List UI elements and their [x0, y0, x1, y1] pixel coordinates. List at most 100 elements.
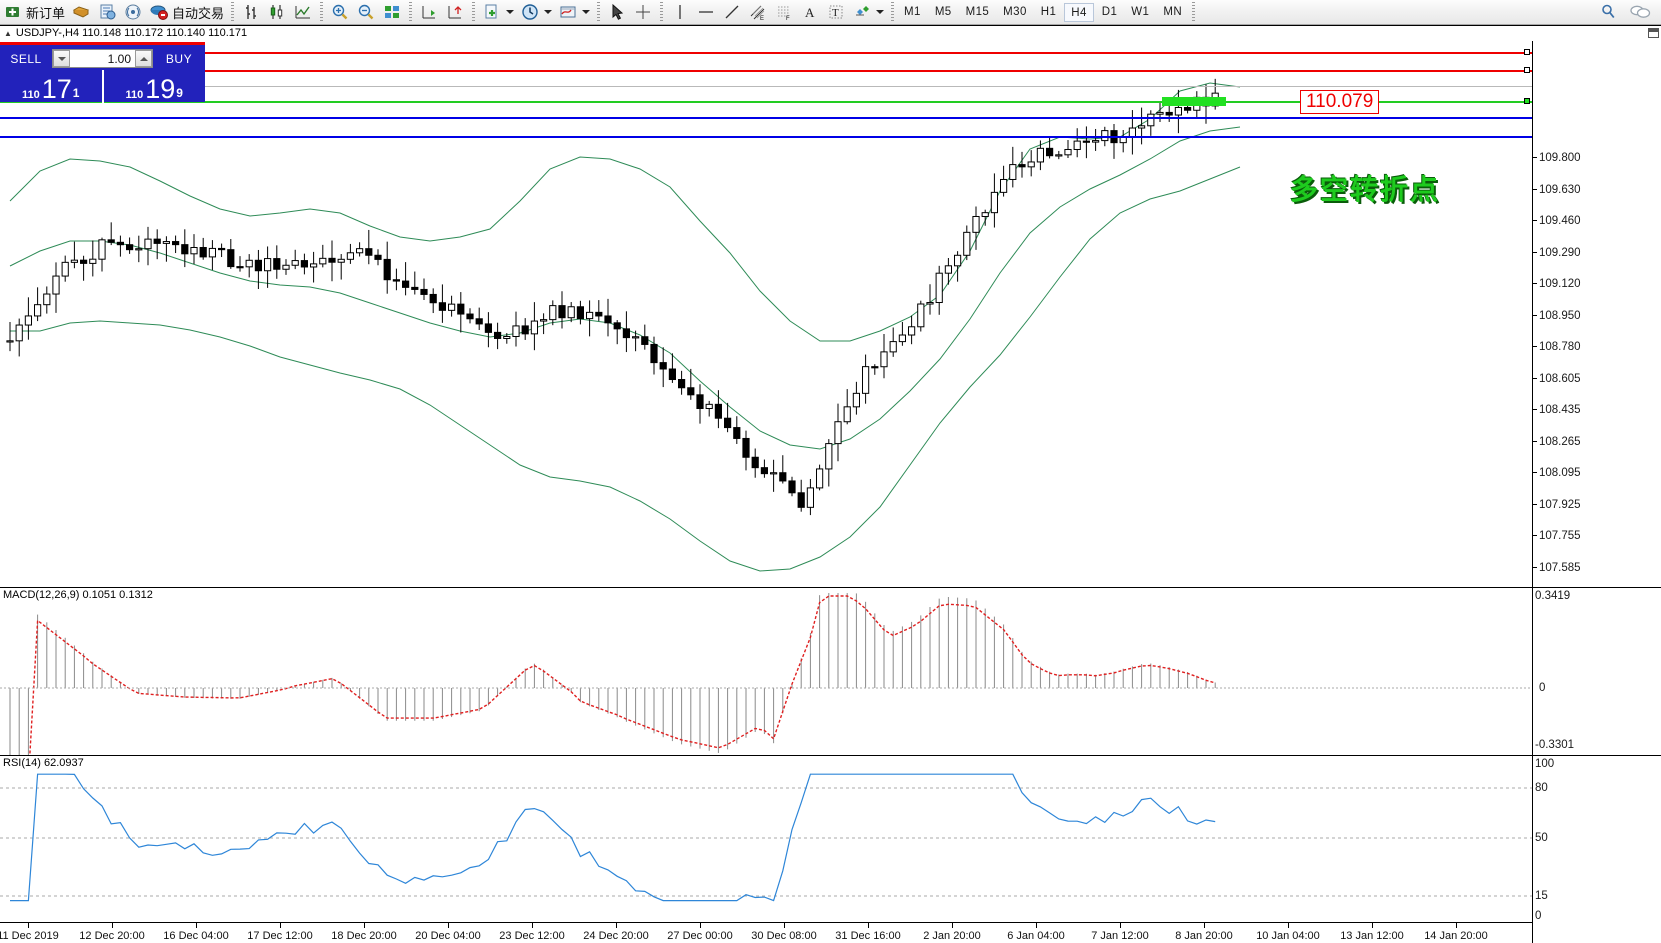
- chevron-down-icon[interactable]: [876, 10, 885, 14]
- svg-text:F: F: [786, 16, 790, 22]
- chart-shift-button[interactable]: [416, 1, 442, 24]
- price-tick: 107.585: [1533, 562, 1581, 574]
- cursor-button[interactable]: [604, 1, 630, 24]
- volume-stepper[interactable]: 1.00: [52, 49, 153, 68]
- macd-signal-line: [29, 595, 1216, 755]
- bar-chart-button[interactable]: [238, 1, 264, 24]
- timeframe-h4[interactable]: H4: [1064, 2, 1094, 22]
- text-button[interactable]: A: [797, 1, 823, 24]
- chart-window: ▲ USDJPY-,H4 110.148 110.172 110.140 110…: [0, 25, 1661, 943]
- price-tick: 107.755: [1533, 530, 1581, 542]
- time-tick-label: 2 Jan 20:00: [923, 930, 981, 942]
- line-handle[interactable]: [1524, 49, 1530, 55]
- new-order-button[interactable]: 新订单: [0, 1, 68, 24]
- timeframe-h1[interactable]: H1: [1040, 5, 1057, 18]
- time-tick-mark: [868, 923, 869, 928]
- rsi-scale: 100 80 50 15 0: [1533, 756, 1661, 943]
- time-tick-label: 7 Jan 12:00: [1091, 930, 1149, 942]
- objects-button[interactable]: [849, 1, 887, 24]
- timeframe-d1[interactable]: D1: [1101, 5, 1118, 18]
- sell-price-prefix: 110: [22, 89, 40, 101]
- zoom-out-button[interactable]: [353, 1, 379, 24]
- vertical-line-button[interactable]: [667, 1, 693, 24]
- equidistant-channel-button[interactable]: E: [745, 1, 771, 24]
- indicators-button[interactable]: [479, 1, 517, 24]
- price-plot-area[interactable]: 110.079 多空转折点: [0, 41, 1532, 587]
- signals-button[interactable]: [120, 1, 146, 24]
- timeframe-m1[interactable]: M1: [904, 5, 921, 18]
- sell-quote[interactable]: 110 17 1: [0, 70, 102, 103]
- search-icon[interactable]: [1599, 2, 1619, 22]
- pivot-price-label[interactable]: 110.079: [1300, 90, 1380, 114]
- toolbar-separator: [231, 2, 235, 22]
- resistance-line-110244[interactable]: [0, 70, 1532, 72]
- profiles-button[interactable]: [68, 1, 94, 24]
- time-tick-mark: [1456, 923, 1457, 928]
- timeframe-m30[interactable]: M30: [1003, 5, 1027, 18]
- line-chart-icon: [293, 2, 313, 22]
- periods-button[interactable]: [517, 1, 555, 24]
- tile-windows-button[interactable]: [379, 1, 405, 24]
- profiles-icon: [71, 2, 91, 22]
- auto-scroll-button[interactable]: [442, 1, 468, 24]
- horizontal-line-button[interactable]: [693, 1, 719, 24]
- time-tick-label: 27 Dec 00:00: [667, 930, 733, 942]
- time-axis[interactable]: 11 Dec 2019 12 Dec 20:00 16 Dec 04:00 17 De…: [0, 922, 1532, 943]
- rsi-pane[interactable]: RSI(14) 62.0937 100 80 50 15 0 11 Dec 20…: [0, 755, 1661, 943]
- autotrading-button[interactable]: 自动交易: [146, 1, 227, 24]
- line-chart-button[interactable]: [290, 1, 316, 24]
- buy-button[interactable]: BUY: [165, 51, 193, 66]
- price-tick: 108.265: [1533, 436, 1581, 448]
- support-line-109984[interactable]: [0, 117, 1532, 119]
- chevron-down-icon[interactable]: [582, 10, 591, 14]
- support-line-109883[interactable]: [0, 136, 1532, 138]
- resistance-line-110337[interactable]: [0, 52, 1532, 54]
- cursor-icon: [607, 2, 627, 22]
- trendline-button[interactable]: [719, 1, 745, 24]
- zoom-in-button[interactable]: [327, 1, 353, 24]
- chart-title-text: USDJPY-,H4 110.148 110.172 110.140 110.1…: [15, 27, 248, 39]
- buy-quote[interactable]: 110 19 9: [101, 70, 206, 103]
- text-label-button[interactable]: T: [823, 1, 849, 24]
- fibonacci-button[interactable]: F: [771, 1, 797, 24]
- line-handle[interactable]: [1524, 98, 1530, 104]
- restore-window-button[interactable]: [1648, 28, 1659, 38]
- timeframe-m15[interactable]: M15: [965, 5, 990, 18]
- chart-annotation-text[interactable]: 多空转折点: [1290, 173, 1441, 206]
- pivot-line-110079[interactable]: [0, 101, 1532, 103]
- main-toolbar: 新订单 自动交易: [0, 0, 1661, 25]
- macd-scale: 0.3419 0 -0.3301: [1533, 588, 1661, 755]
- timeframe-m5[interactable]: M5: [934, 5, 952, 18]
- macd-plot-area[interactable]: [0, 588, 1532, 755]
- chevron-down-icon[interactable]: [506, 10, 515, 14]
- price-pane[interactable]: 110.079 多空转折点 110.337 110.244 110.171 11…: [0, 41, 1661, 587]
- candlestick-chart-button[interactable]: [264, 1, 290, 24]
- time-tick-label: 24 Dec 20:00: [583, 930, 649, 942]
- volume-input[interactable]: 1.00: [107, 51, 131, 66]
- line-handle[interactable]: [1524, 67, 1530, 73]
- price-tick: 108.605: [1533, 373, 1581, 385]
- timeframe-w1[interactable]: W1: [1131, 5, 1150, 18]
- price-tick: 107.925: [1533, 499, 1581, 511]
- macd-pane[interactable]: MACD(12,26,9) 0.1051 0.1312 0.3419 0 -0.…: [0, 587, 1661, 755]
- current-price-line: [0, 86, 1532, 87]
- indicators-icon: [482, 2, 502, 22]
- volume-decrement-button[interactable]: [53, 50, 70, 67]
- volume-increment-button[interactable]: [135, 50, 152, 67]
- price-scale[interactable]: 110.337 110.244 110.171 110.079 109.984 …: [1533, 41, 1661, 587]
- timeframe-mn[interactable]: MN: [1163, 5, 1183, 18]
- crosshair-button[interactable]: [630, 1, 656, 24]
- time-tick-label: 12 Dec 20:00: [79, 930, 145, 942]
- bar-chart-icon: [241, 2, 261, 22]
- chat-icon[interactable]: [1629, 2, 1651, 22]
- time-tick-label: 30 Dec 08:00: [751, 930, 817, 942]
- rsi-plot-area[interactable]: [0, 756, 1532, 923]
- data-window-button[interactable]: [94, 1, 120, 24]
- sell-button[interactable]: SELL: [10, 51, 42, 66]
- templates-button[interactable]: [555, 1, 593, 24]
- trade-panel-quotes: 110 17 1 110 19 9: [0, 70, 205, 103]
- one-click-trading-panel[interactable]: SELL 1.00 BUY 110 17 1 110 19 9: [0, 42, 205, 103]
- chevron-down-icon[interactable]: [544, 10, 553, 14]
- toolbar-separator: [320, 2, 324, 22]
